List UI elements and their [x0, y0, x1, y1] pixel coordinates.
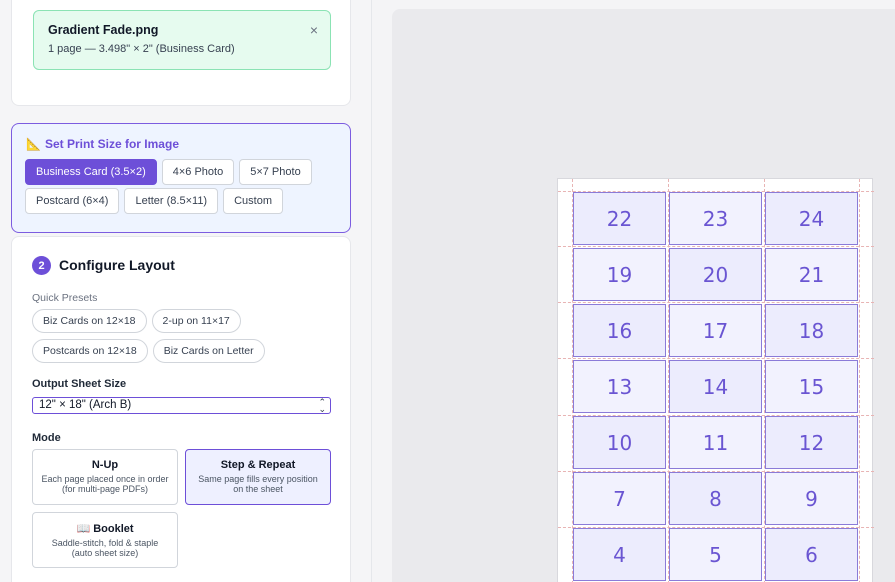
- sheet-cell: 15: [765, 360, 858, 413]
- select-arrows-icon: ⌃ ⌄: [318, 397, 326, 414]
- cut-line: [558, 191, 874, 192]
- mode-step-repeat[interactable]: Step & Repeat Same page fills every posi…: [185, 449, 331, 505]
- file-meta: 1 page — 3.498" × 2" (Business Card): [48, 43, 235, 55]
- sheet-cell: 9: [765, 472, 858, 525]
- mode-booklet[interactable]: 📖 Booklet Saddle-stitch, fold & staple (…: [32, 512, 178, 568]
- cut-line: [558, 527, 874, 528]
- sheet-cell: 4: [573, 528, 666, 581]
- cut-line: [558, 471, 874, 472]
- sheet-cell: 21: [765, 248, 858, 301]
- cut-line: [572, 179, 573, 582]
- preview-area: 22 23 24 19 20 21 16 17 18 13 14 15 10 11 12 7 8 9 4 5 6: [392, 9, 895, 582]
- cut-line: [668, 179, 669, 582]
- configure-layout-card: 2 Configure Layout Quick Presets Biz Car…: [11, 236, 351, 582]
- sheet-cell: 11: [669, 416, 762, 469]
- left-panel: Gradient Fade.png 1 page — 3.498" × 2" (…: [0, 0, 372, 582]
- print-size-custom[interactable]: Custom: [223, 188, 284, 214]
- presets-label: Quick Presets: [32, 292, 98, 304]
- preset-row-2: Postcards on 12×18 Biz Cards on Letter: [32, 339, 265, 363]
- uploaded-file: Gradient Fade.png 1 page — 3.498" × 2" (…: [33, 10, 331, 70]
- cut-line: [859, 179, 860, 582]
- sheet-preview: 22 23 24 19 20 21 16 17 18 13 14 15 10 11 12 7 8 9 4 5 6: [557, 178, 874, 582]
- print-size-row-1: Business Card (3.5×2) 4×6 Photo 5×7 Phot…: [25, 159, 312, 185]
- sheet-cell: 22: [573, 192, 666, 245]
- sheet-size-value: 12" × 18" (Arch B): [39, 399, 132, 411]
- ruler-triangle-icon: 📐: [26, 137, 41, 151]
- mode-booklet-title: 📖 Booklet: [76, 523, 134, 535]
- sheet-cell: 18: [765, 304, 858, 357]
- mode-step-repeat-desc: Same page fills every position on the sh…: [198, 474, 318, 494]
- cut-line: [558, 302, 874, 303]
- print-size-title: 📐 Set Print Size for Image: [26, 137, 179, 151]
- mode-n-up-desc: Each page placed once in order (for mult…: [41, 474, 169, 494]
- sheet-size-select[interactable]: 12" × 18" (Arch B) ⌃ ⌄: [32, 397, 331, 414]
- sheet-cell: 16: [573, 304, 666, 357]
- layout-title: Configure Layout: [59, 257, 175, 273]
- step-badge: 2: [32, 256, 51, 275]
- sheet-cell: 5: [669, 528, 762, 581]
- sheet-cell: 14: [669, 360, 762, 413]
- preset-2up-11x17[interactable]: 2-up on 11×17: [151, 309, 241, 333]
- sheet-cell: 7: [573, 472, 666, 525]
- mode-n-up-title: N-Up: [91, 459, 119, 471]
- sheet-cell: 8: [669, 472, 762, 525]
- sheet-cell: 10: [573, 416, 666, 469]
- sheet-cell: 20: [669, 248, 762, 301]
- sheet-cell: 12: [765, 416, 858, 469]
- mode-label: Mode: [32, 432, 61, 444]
- cut-line: [558, 246, 874, 247]
- file-name: Gradient Fade.png: [48, 23, 159, 37]
- print-size-letter[interactable]: Letter (8.5×11): [124, 188, 219, 214]
- sheet-cell: 6: [765, 528, 858, 581]
- sheet-cell: 23: [669, 192, 762, 245]
- cut-line: [558, 358, 874, 359]
- print-size-postcard[interactable]: Postcard (6×4): [25, 188, 120, 214]
- mode-step-repeat-title: Step & Repeat: [220, 459, 296, 471]
- print-size-card: 📐 Set Print Size for Image Business Card …: [11, 123, 351, 233]
- print-size-row-2: Postcard (6×4) Letter (8.5×11) Custom: [25, 188, 284, 214]
- sheet-cell: 17: [669, 304, 762, 357]
- mode-booklet-desc: Saddle-stitch, fold & staple (auto sheet…: [51, 538, 159, 558]
- cut-line: [558, 415, 874, 416]
- sheet-cell: 24: [765, 192, 858, 245]
- preset-row-1: Biz Cards on 12×18 2-up on 11×17: [32, 309, 241, 333]
- preset-biz-cards-12x18[interactable]: Biz Cards on 12×18: [32, 309, 147, 333]
- print-size-business-card[interactable]: Business Card (3.5×2): [25, 159, 157, 185]
- print-size-5x7[interactable]: 5×7 Photo: [239, 159, 312, 185]
- upload-card: Gradient Fade.png 1 page — 3.498" × 2" (…: [11, 0, 351, 106]
- preset-biz-cards-letter[interactable]: Biz Cards on Letter: [152, 339, 265, 363]
- print-size-4x6[interactable]: 4×6 Photo: [161, 159, 235, 185]
- sheet-cell: 13: [573, 360, 666, 413]
- sheet-size-label: Output Sheet Size: [32, 378, 127, 390]
- close-icon[interactable]: ×: [309, 22, 318, 38]
- sheet-cell: 19: [573, 248, 666, 301]
- preset-postcards-12x18[interactable]: Postcards on 12×18: [32, 339, 148, 363]
- cut-line: [764, 179, 765, 582]
- mode-n-up[interactable]: N-Up Each page placed once in order (for…: [32, 449, 178, 505]
